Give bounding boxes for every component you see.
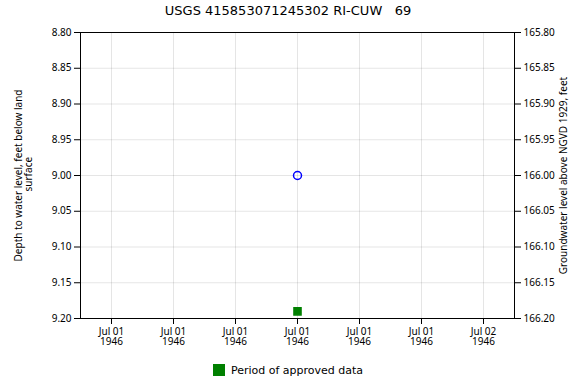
- svg-text:166.00: 166.00: [524, 168, 556, 182]
- svg-text:165.90: 165.90: [524, 96, 556, 110]
- svg-text:165.95: 165.95: [524, 132, 556, 146]
- html-text:Period of approved data: Period of approved data: [230, 363, 364, 377]
- svg-text:166.20: 166.20: [524, 311, 556, 325]
- svg-text:Jul 011946: Jul 011946: [408, 324, 435, 348]
- svg-text:8.95: 8.95: [52, 132, 72, 146]
- svg-text:8.85: 8.85: [52, 60, 72, 74]
- svg-text:Jul 011946: Jul 011946: [222, 324, 249, 348]
- svg-text:9.15: 9.15: [52, 275, 72, 289]
- svg-text:9.20: 9.20: [52, 311, 72, 325]
- html-text:USGS 415853071245302 RI-CUW 69: USGS 415853071245302 RI-CUW 69: [164, 3, 412, 18]
- svg-text:166.05: 166.05: [524, 203, 556, 217]
- svg-text:8.80: 8.80: [52, 25, 72, 39]
- svg-text:Groundwater level above NGVD 1: Groundwater level above NGVD 1929, feet: [556, 76, 570, 274]
- svg-text:166.10: 166.10: [524, 239, 556, 253]
- svg-text:9.05: 9.05: [52, 203, 72, 217]
- svg-text:Jul 011946: Jul 011946: [346, 324, 373, 348]
- svg-text:165.80: 165.80: [524, 25, 556, 39]
- svg-text:9.10: 9.10: [52, 239, 72, 253]
- svg-text:Depth to water level, feet bel: Depth to water level, feet below land su…: [11, 90, 35, 262]
- svg-text:Jul 011946: Jul 011946: [284, 324, 311, 348]
- svg-text:Jul 011946: Jul 011946: [98, 324, 125, 348]
- svg-text:Jul 021946: Jul 021946: [470, 324, 497, 348]
- svg-text:166.15: 166.15: [524, 275, 556, 289]
- svg-text:8.90: 8.90: [52, 96, 72, 110]
- svg-text:165.85: 165.85: [524, 60, 556, 74]
- svg-text:9.00: 9.00: [52, 168, 72, 182]
- svg-text:Jul 011946: Jul 011946: [160, 324, 187, 348]
